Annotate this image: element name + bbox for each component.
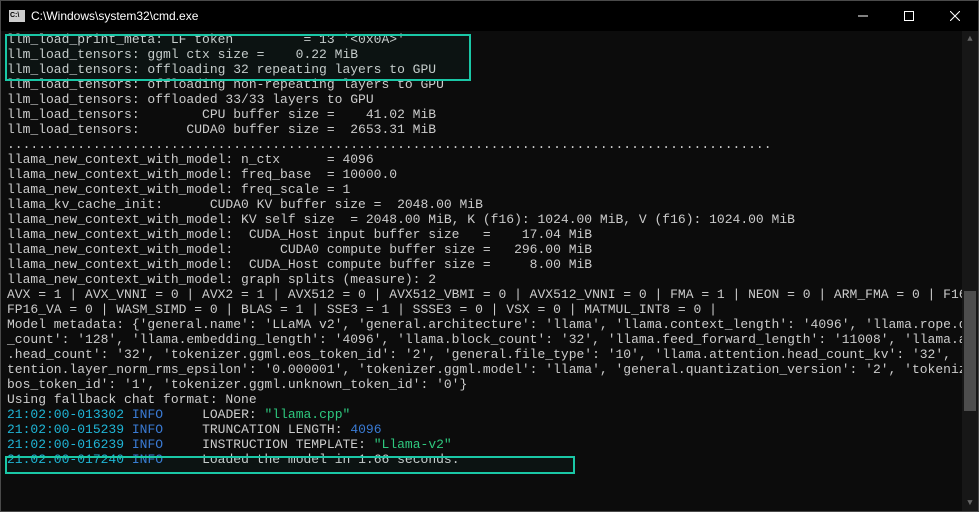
log-line: ........................................… — [7, 137, 972, 152]
terminal-output[interactable]: llm_load_print_meta: LF token = 13 '<0x0… — [1, 31, 978, 511]
cmd-icon: C:\ — [9, 10, 25, 22]
log-line: _count': '128', 'llama.embedding_length'… — [7, 332, 972, 347]
log-info-line: 21:02:00-017240 INFO Loaded the model in… — [7, 452, 972, 467]
log-line: llama_new_context_with_model: KV self si… — [7, 212, 972, 227]
log-line: llama_new_context_with_model: n_ctx = 40… — [7, 152, 972, 167]
log-line: llm_load_tensors: offloaded 33/33 layers… — [7, 92, 972, 107]
log-line: llama_new_context_with_model: CUDA_Host … — [7, 227, 972, 242]
log-info-line: 21:02:00-013302 INFO LOADER: "llama.cpp" — [7, 407, 972, 422]
log-line: .head_count': '32', 'tokenizer.ggml.eos_… — [7, 347, 972, 362]
log-line: llm_load_tensors: CUDA0 buffer size = 26… — [7, 122, 972, 137]
log-line: llm_load_tensors: ggml ctx size = 0.22 M… — [7, 47, 972, 62]
scrollbar-thumb[interactable] — [964, 291, 976, 411]
log-line: llm_load_print_meta: LF token = 13 '<0x0… — [7, 32, 972, 47]
window-title: C:\Windows\system32\cmd.exe — [31, 9, 840, 23]
log-line: llm_load_tensors: offloading 32 repeatin… — [7, 62, 972, 77]
log-line: llm_load_tensors: offloading non-repeati… — [7, 77, 972, 92]
vertical-scrollbar[interactable]: ▲ ▼ — [962, 31, 978, 511]
window-controls — [840, 1, 978, 31]
scroll-down-arrow[interactable]: ▼ — [962, 495, 978, 511]
log-line: llm_load_tensors: CPU buffer size = 41.0… — [7, 107, 972, 122]
log-line: llama_new_context_with_model: freq_base … — [7, 167, 972, 182]
log-info-line: 21:02:00-015239 INFO TRUNCATION LENGTH: … — [7, 422, 972, 437]
log-line: llama_new_context_with_model: graph spli… — [7, 272, 972, 287]
window-titlebar: C:\ C:\Windows\system32\cmd.exe — [1, 1, 978, 31]
scroll-up-arrow[interactable]: ▲ — [962, 31, 978, 47]
log-line: FP16_VA = 0 | WASM_SIMD = 0 | BLAS = 1 |… — [7, 302, 972, 317]
close-button[interactable] — [932, 1, 978, 31]
log-line: Model metadata: {'general.name': 'LLaMA … — [7, 317, 972, 332]
log-line: AVX = 1 | AVX_VNNI = 0 | AVX2 = 1 | AVX5… — [7, 287, 972, 302]
minimize-button[interactable] — [840, 1, 886, 31]
maximize-button[interactable] — [886, 1, 932, 31]
log-line: tention.layer_norm_rms_epsilon': '0.0000… — [7, 362, 972, 377]
log-line: llama_kv_cache_init: CUDA0 KV buffer siz… — [7, 197, 972, 212]
log-line: llama_new_context_with_model: CUDA_Host … — [7, 257, 972, 272]
log-line: llama_new_context_with_model: CUDA0 comp… — [7, 242, 972, 257]
log-info-line: 21:02:00-016239 INFO INSTRUCTION TEMPLAT… — [7, 437, 972, 452]
log-line: llama_new_context_with_model: freq_scale… — [7, 182, 972, 197]
log-line: bos_token_id': '1', 'tokenizer.ggml.unkn… — [7, 377, 972, 392]
log-line: Using fallback chat format: None — [7, 392, 972, 407]
